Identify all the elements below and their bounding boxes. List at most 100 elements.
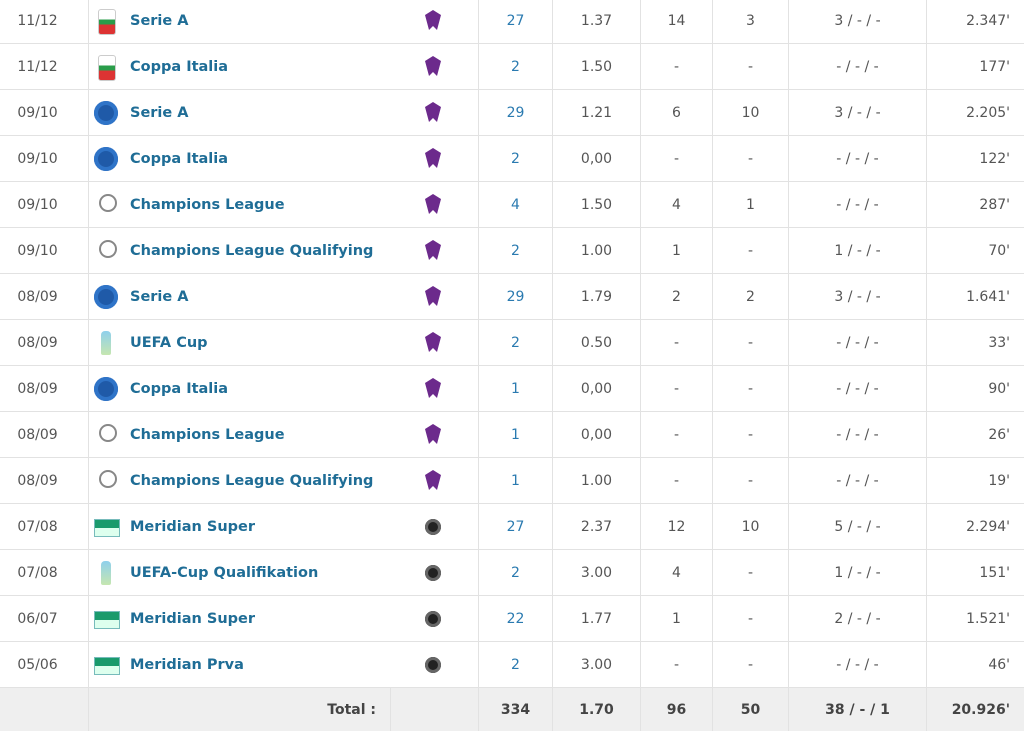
club-icon: [425, 102, 441, 122]
assists: -: [712, 228, 788, 273]
competition-link[interactable]: Champions League: [88, 412, 390, 457]
goals: 6: [640, 90, 712, 135]
minutes: 287': [926, 182, 1024, 227]
competition-link[interactable]: Coppa Italia: [88, 44, 390, 89]
appearances[interactable]: 29: [478, 274, 552, 319]
minutes: 90': [926, 366, 1024, 411]
club-icon: [425, 194, 441, 214]
points-per-match: 0.50: [552, 320, 640, 365]
minutes: 2.205': [926, 90, 1024, 135]
competition-link[interactable]: Meridian Prva: [88, 642, 390, 687]
competition-link[interactable]: Meridian Super: [88, 596, 390, 641]
points-per-match: 1.77: [552, 596, 640, 641]
appearances[interactable]: 2: [478, 136, 552, 181]
appearances[interactable]: 27: [478, 504, 552, 549]
goals: -: [640, 320, 712, 365]
total-assists: 50: [712, 688, 788, 731]
appearances[interactable]: 2: [478, 228, 552, 273]
competition-icon: [94, 377, 118, 401]
competition-link[interactable]: Coppa Italia: [88, 366, 390, 411]
cards: 5 / - / -: [788, 504, 926, 549]
appearances[interactable]: 2: [478, 44, 552, 89]
points-per-match: 1.21: [552, 90, 640, 135]
competition-icon: [99, 470, 117, 488]
table-row: 08/09 Coppa Italia 1 0,00- - - / - / -90': [0, 366, 1024, 412]
goals: -: [640, 642, 712, 687]
competition-link[interactable]: Serie A: [88, 90, 390, 135]
competition-link[interactable]: UEFA-Cup Qualifikation: [88, 550, 390, 595]
cards: 3 / - / -: [788, 274, 926, 319]
competition-link[interactable]: Serie A: [88, 274, 390, 319]
appearances[interactable]: 4: [478, 182, 552, 227]
club-icon: [425, 657, 441, 673]
competition-link[interactable]: Serie A: [88, 0, 390, 43]
assists: 10: [712, 504, 788, 549]
appearances[interactable]: 29: [478, 90, 552, 135]
table-row: 11/12 Coppa Italia 2 1.50- - - / - / -177': [0, 44, 1024, 90]
total-row: Total : 334 1.70 96 50 38 / - / 1 20.926': [0, 688, 1024, 731]
appearances[interactable]: 27: [478, 0, 552, 43]
appearances[interactable]: 2: [478, 550, 552, 595]
competition-icon: [101, 331, 111, 355]
cards: - / - / -: [788, 44, 926, 89]
competition-icon: [94, 147, 118, 171]
appearances[interactable]: 2: [478, 320, 552, 365]
appearances[interactable]: 1: [478, 458, 552, 503]
points-per-match: 1.00: [552, 228, 640, 273]
club-icon: [425, 10, 441, 30]
assists: 1: [712, 182, 788, 227]
appearances[interactable]: 2: [478, 642, 552, 687]
assists: 3: [712, 0, 788, 43]
assists: -: [712, 412, 788, 457]
minutes: 46': [926, 642, 1024, 687]
season: 08/09: [17, 288, 58, 305]
season: 07/08: [17, 564, 58, 581]
season: 08/09: [17, 380, 58, 397]
competition-link[interactable]: Champions League Qualifying: [88, 228, 390, 273]
season: 07/08: [17, 518, 58, 535]
appearances[interactable]: 1: [478, 412, 552, 457]
table-row: 07/08 UEFA-Cup Qualifikation 2 3.00 4-1 / - …: [0, 550, 1024, 596]
table-row: 05/06 Meridian Prva 2 3.00- - - / - / -46': [0, 642, 1024, 688]
table-row: 08/09 UEFA Cup 2 0.50- - - / - / -33': [0, 320, 1024, 366]
points-per-match: 3.00: [552, 642, 640, 687]
competition-link[interactable]: Champions League Qualifying: [88, 458, 390, 503]
club-icon: [425, 611, 441, 627]
cards: - / - / -: [788, 320, 926, 365]
cards: - / - / -: [788, 366, 926, 411]
total-label: Total :: [88, 688, 390, 731]
table-row: 09/10 Champions League Qualifying 2 1.00 1-1…: [0, 228, 1024, 274]
competition-icon: [94, 657, 120, 675]
appearances[interactable]: 1: [478, 366, 552, 411]
table-row: 11/12 Serie A 27 1.37 14 3 3 / - / -2.347': [0, 0, 1024, 44]
goals: -: [640, 136, 712, 181]
assists: -: [712, 642, 788, 687]
club-icon: [425, 378, 441, 398]
goals: 1: [640, 228, 712, 273]
season: 08/09: [17, 334, 58, 351]
empty-cell: [390, 688, 478, 731]
assists: -: [712, 596, 788, 641]
goals: 2: [640, 274, 712, 319]
goals: 14: [640, 0, 712, 43]
assists: -: [712, 44, 788, 89]
competition-link[interactable]: Champions League: [88, 182, 390, 227]
competition-link[interactable]: Coppa Italia: [88, 136, 390, 181]
table-row: 08/09 Champions League Qualifying 1 1.00- - -…: [0, 458, 1024, 504]
minutes: 2.347': [926, 0, 1024, 43]
season: 09/10: [17, 196, 58, 213]
club-icon: [425, 148, 441, 168]
total-goals: 96: [640, 688, 712, 731]
table-row: 08/09 Champions League 1 0,00- - - / - / -26': [0, 412, 1024, 458]
minutes: 33': [926, 320, 1024, 365]
minutes: 151': [926, 550, 1024, 595]
appearances[interactable]: 22: [478, 596, 552, 641]
competition-link[interactable]: UEFA Cup: [88, 320, 390, 365]
cards: - / - / -: [788, 136, 926, 181]
goals: 4: [640, 550, 712, 595]
cards: 1 / - / -: [788, 550, 926, 595]
season: 09/10: [17, 242, 58, 259]
goals: -: [640, 366, 712, 411]
competition-link[interactable]: Meridian Super: [88, 504, 390, 549]
points-per-match: 1.50: [552, 182, 640, 227]
